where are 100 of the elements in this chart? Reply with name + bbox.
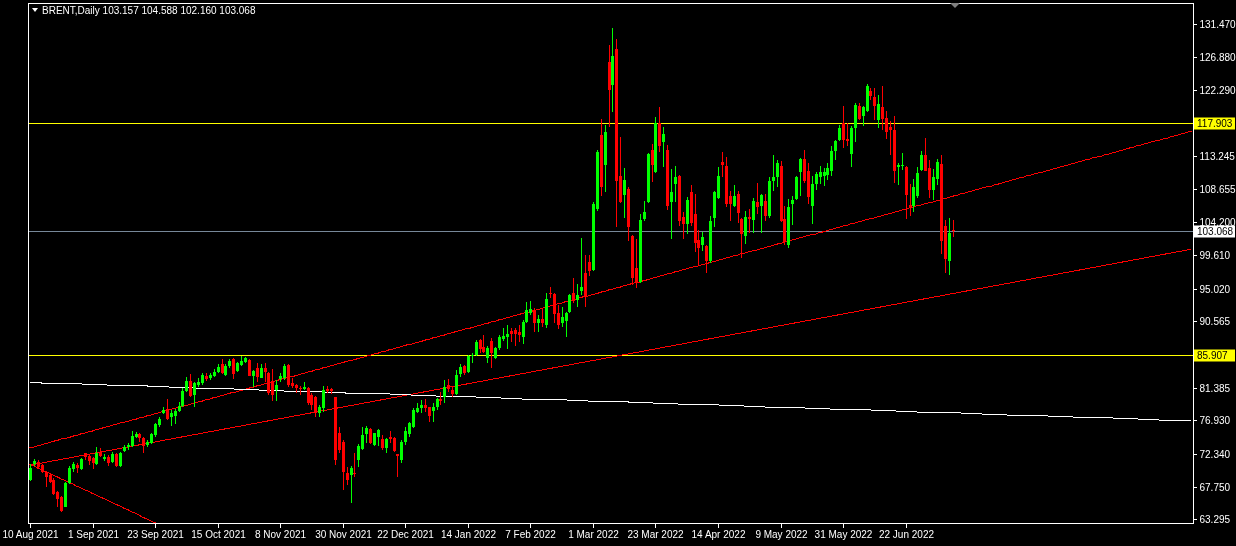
candlestick bbox=[561, 306, 564, 328]
candlestick bbox=[350, 465, 353, 504]
candlestick bbox=[834, 139, 837, 161]
y-tick-label: 131.470 bbox=[1199, 18, 1236, 30]
candlestick bbox=[580, 237, 583, 296]
candlestick bbox=[455, 369, 458, 396]
candlestick bbox=[287, 363, 290, 388]
chart-title: BRENT,Daily 103.157 104.588 102.160 103.068 bbox=[42, 5, 256, 16]
candlestick bbox=[533, 307, 536, 333]
candlestick bbox=[68, 465, 71, 485]
y-tick-label: 95.020 bbox=[1199, 283, 1231, 295]
candlestick bbox=[764, 193, 767, 222]
candlestick bbox=[346, 466, 349, 486]
candlestick bbox=[662, 126, 665, 168]
x-tick-label: 14 Apr 2022 bbox=[691, 528, 746, 540]
candlestick bbox=[830, 145, 833, 177]
candlestick bbox=[721, 151, 724, 178]
candlestick bbox=[799, 157, 802, 197]
y-tick-label: 76.930 bbox=[1199, 415, 1231, 427]
candlestick bbox=[795, 175, 798, 201]
candlestick bbox=[443, 379, 446, 404]
x-tick-label: 8 Nov 2021 bbox=[254, 528, 307, 540]
candlestick bbox=[506, 324, 509, 350]
candlestick bbox=[568, 293, 571, 314]
candlestick bbox=[490, 337, 493, 369]
candlestick bbox=[733, 184, 736, 208]
candlestick bbox=[760, 193, 763, 234]
y-tick-label: 104.200 bbox=[1199, 216, 1236, 228]
candlestick bbox=[776, 159, 779, 188]
candlestick bbox=[643, 200, 646, 222]
ref-line-label: 85.907 bbox=[1197, 350, 1229, 361]
candlestick bbox=[920, 150, 923, 172]
candlestick bbox=[565, 311, 568, 338]
ref-line-label: 103.068 bbox=[1197, 226, 1234, 237]
candlestick bbox=[901, 152, 904, 171]
candlestick bbox=[396, 453, 399, 478]
candlestick bbox=[889, 120, 892, 156]
x-tick-label: 23 Sep 2021 bbox=[127, 528, 185, 540]
candlestick bbox=[823, 167, 826, 187]
y-tick-label: 113.245 bbox=[1199, 151, 1236, 163]
candlestick bbox=[275, 379, 278, 402]
candlestick bbox=[674, 165, 677, 203]
x-tick-label: 9 May 2022 bbox=[755, 528, 809, 540]
candlestick bbox=[584, 254, 587, 308]
candlestick bbox=[576, 283, 579, 308]
candlestick bbox=[64, 481, 67, 508]
candlestick bbox=[635, 238, 638, 289]
candlestick bbox=[651, 143, 654, 183]
y-tick-label: 72.340 bbox=[1199, 448, 1231, 460]
candlestick bbox=[232, 357, 235, 380]
candlestick bbox=[885, 110, 888, 140]
candlestick bbox=[181, 387, 184, 408]
y-tick-label: 99.610 bbox=[1199, 250, 1231, 262]
candlestick bbox=[623, 167, 626, 219]
candlestick bbox=[705, 244, 708, 274]
candlestick bbox=[744, 210, 747, 245]
candlestick bbox=[752, 197, 755, 234]
candlestick bbox=[909, 183, 912, 217]
candlestick bbox=[353, 452, 356, 478]
candlestick bbox=[553, 292, 556, 324]
x-tick-label: 15 Oct 2021 bbox=[191, 528, 247, 540]
candlestick bbox=[471, 352, 474, 364]
x-tick-label: 14 Jan 2022 bbox=[440, 528, 497, 540]
y-tick-label: 126.880 bbox=[1199, 51, 1236, 63]
y-tick-label: 63.295 bbox=[1199, 514, 1231, 526]
candlestick bbox=[877, 94, 880, 129]
candlestick bbox=[811, 175, 814, 225]
candlestick bbox=[166, 398, 169, 421]
candlestick bbox=[928, 159, 931, 199]
ref-line-label: 117.903 bbox=[1197, 118, 1233, 129]
candlestick bbox=[881, 85, 884, 131]
candlestick bbox=[772, 154, 775, 192]
x-tick-label: 23 Mar 2022 bbox=[627, 528, 685, 540]
candlestick bbox=[400, 439, 403, 464]
candlestick bbox=[842, 105, 845, 149]
x-tick-label: 22 Dec 2021 bbox=[377, 528, 435, 540]
candlestick bbox=[756, 182, 759, 215]
candlestick bbox=[701, 231, 704, 252]
candlestick bbox=[467, 354, 470, 374]
candlestick bbox=[541, 307, 544, 328]
candlestick bbox=[873, 87, 876, 121]
candlestick bbox=[670, 168, 673, 240]
candlestick bbox=[854, 102, 857, 143]
y-tick-label: 122.290 bbox=[1199, 85, 1236, 97]
candlestick bbox=[322, 385, 325, 413]
candlestick bbox=[588, 254, 591, 277]
y-tick-label: 90.565 bbox=[1199, 315, 1231, 327]
candlestick bbox=[572, 277, 575, 304]
x-tick-label: 1 Mar 2022 bbox=[568, 528, 620, 540]
x-tick-label: 1 Sep 2021 bbox=[67, 528, 120, 540]
candlestick bbox=[193, 381, 196, 408]
x-tick-label: 31 May 2022 bbox=[814, 528, 873, 540]
candlestick bbox=[189, 373, 192, 398]
x-tick-label: 7 Feb 2022 bbox=[505, 528, 557, 540]
x-tick-label: 10 Aug 2021 bbox=[2, 528, 60, 540]
y-tick-label: 108.655 bbox=[1199, 184, 1236, 196]
candlestick bbox=[256, 362, 259, 383]
y-tick-label: 67.750 bbox=[1199, 481, 1231, 493]
candlestick bbox=[815, 171, 818, 191]
x-tick-label: 22 Jun 2022 bbox=[878, 528, 935, 540]
